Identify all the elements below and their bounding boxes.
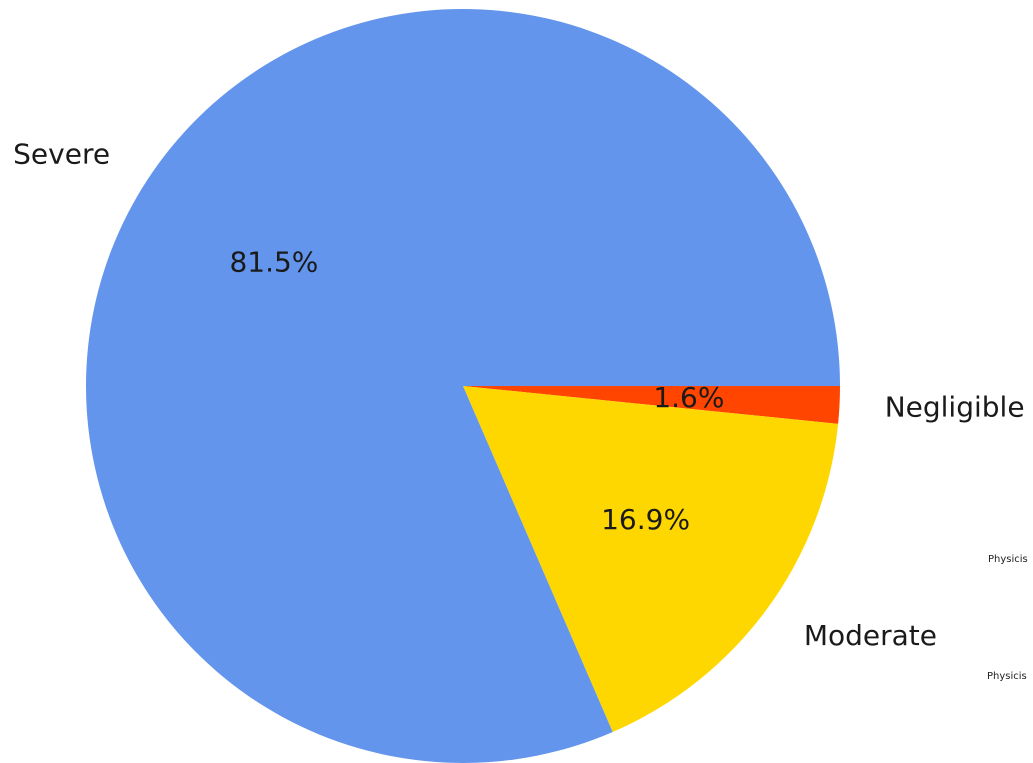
clipped-note-2: Physicis	[987, 671, 1027, 682]
slice-label-negligible: Negligible	[885, 391, 1025, 424]
pie-slices	[86, 8, 841, 763]
percent-label-negligible: 1.6%	[653, 381, 724, 414]
pie-slice-moderate	[463, 386, 839, 732]
pie-slice-severe	[86, 8, 841, 763]
percent-label-moderate: 16.9%	[601, 503, 690, 536]
pie-labels: 1.6% Negligible 16.9% Moderate 81.5% Severe	[13, 138, 1024, 652]
slice-label-moderate: Moderate	[804, 619, 937, 652]
slice-label-severe: Severe	[13, 138, 110, 171]
percent-label-severe: 81.5%	[229, 245, 318, 278]
clipped-note-1: Physicis	[988, 554, 1028, 565]
pie-slice-negligible	[463, 386, 840, 424]
